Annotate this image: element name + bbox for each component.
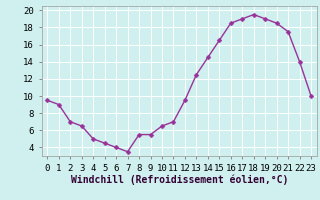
X-axis label: Windchill (Refroidissement éolien,°C): Windchill (Refroidissement éolien,°C) (70, 174, 288, 185)
